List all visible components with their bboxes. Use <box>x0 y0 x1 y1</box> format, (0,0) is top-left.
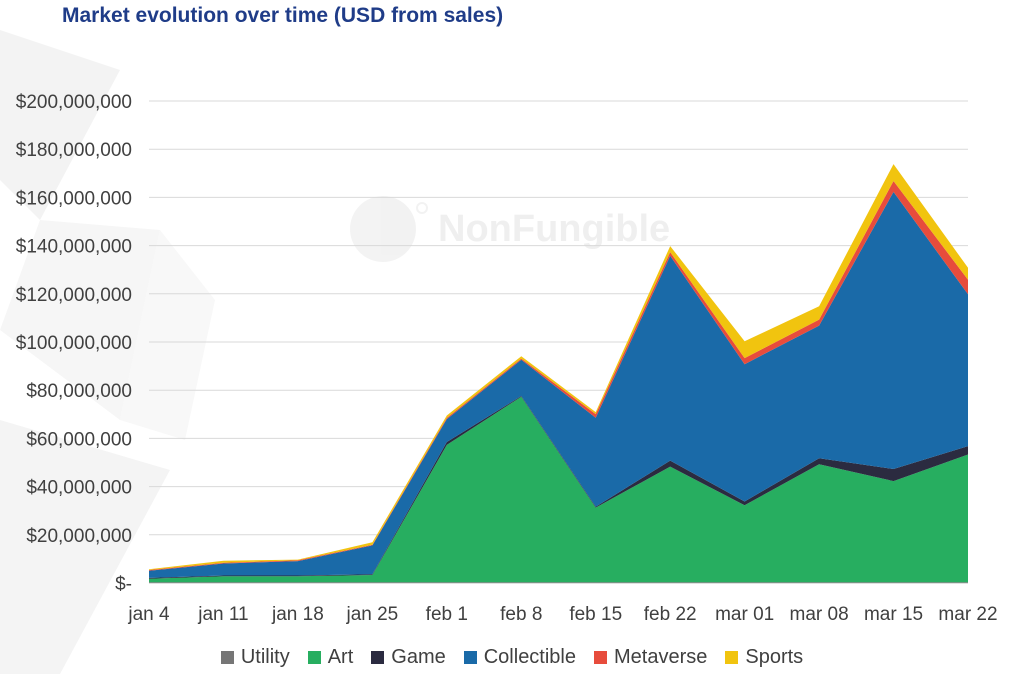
legend-swatch <box>307 651 321 664</box>
x-tick-label: jan 18 <box>271 604 324 625</box>
y-tick-label: $40,000,000 <box>26 478 132 499</box>
area-series-art <box>149 396 968 583</box>
x-tick-label: mar 22 <box>938 604 997 625</box>
y-tick-label: $80,000,000 <box>26 381 132 402</box>
y-tick-label: $120,000,000 <box>16 285 132 306</box>
legend-label: Sports <box>745 646 804 668</box>
y-tick-label: $- <box>115 574 132 595</box>
x-tick-label: mar 01 <box>715 604 774 625</box>
x-tick-label: mar 15 <box>864 604 923 625</box>
axes: $- $20,000,000 $40,000,000 $60,000,000 $80,0… <box>16 92 998 625</box>
x-tick-label: jan 4 <box>127 604 170 625</box>
x-tick-label: feb 8 <box>500 604 542 625</box>
legend-item-metaverse: Metaverse <box>594 646 707 669</box>
x-tick-label: jan 11 <box>197 604 248 625</box>
x-tick-label: feb 15 <box>569 604 622 625</box>
legend-label: Utility <box>240 646 290 668</box>
legend-item-sports: Sports <box>725 646 803 669</box>
legend-item-collectible: Collectible <box>463 646 576 669</box>
y-tick-label: $20,000,000 <box>26 526 132 547</box>
x-tick-label: mar 08 <box>790 604 849 625</box>
y-tick-label: $60,000,000 <box>26 429 132 450</box>
watermark: NonFungible <box>350 196 670 262</box>
legend-swatch <box>463 651 477 664</box>
legend-swatch <box>220 651 234 664</box>
legend-swatch <box>371 651 385 664</box>
legend-swatch <box>725 651 739 664</box>
y-tick-label: $180,000,000 <box>16 140 132 161</box>
x-tick-label: feb 22 <box>644 604 697 625</box>
legend-item-game: Game <box>371 646 446 669</box>
watermark-text: NonFungible <box>438 207 671 250</box>
x-tick-label: feb 1 <box>426 604 468 625</box>
legend-label: Art <box>327 646 354 668</box>
series-areas <box>149 164 968 583</box>
y-tick-label: $200,000,000 <box>16 92 132 113</box>
legend-label: Game <box>391 646 446 668</box>
legend: Utility Art Game Collectible Metaverse Sports <box>0 646 1024 669</box>
legend-label: Metaverse <box>614 646 708 668</box>
legend-item-art: Art <box>307 646 354 669</box>
y-tick-label: $160,000,000 <box>16 188 132 209</box>
y-tick-label: $100,000,000 <box>16 333 132 354</box>
legend-item-utility: Utility <box>220 646 290 669</box>
legend-label: Collectible <box>483 646 576 668</box>
area-series-utility <box>149 582 968 583</box>
y-tick-label: $140,000,000 <box>16 237 132 258</box>
area-series-collectible <box>149 191 968 578</box>
legend-swatch <box>594 651 607 664</box>
chart-title: Market evolution over time (USD from sal… <box>62 4 504 27</box>
watermark-logo-icon <box>350 196 428 262</box>
x-tick-label: jan 25 <box>345 604 398 625</box>
